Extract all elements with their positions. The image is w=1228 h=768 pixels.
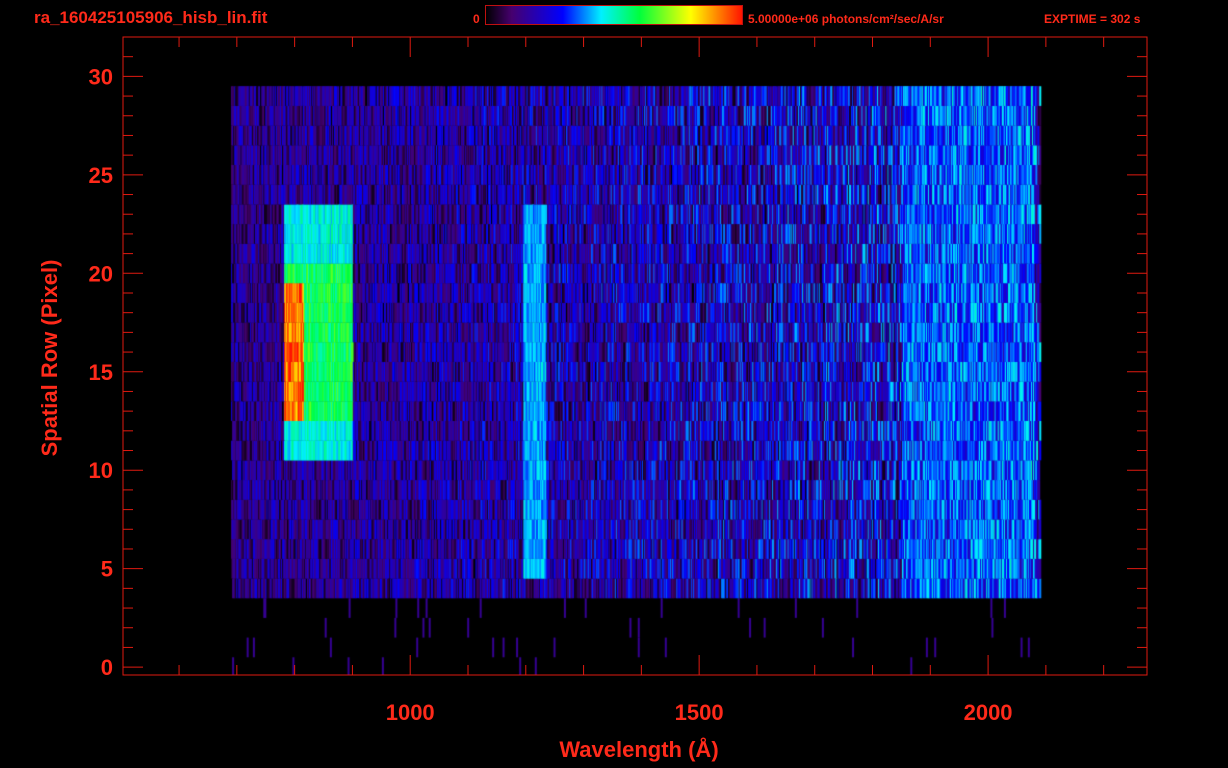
x-tick-label: 2000 [964, 700, 1013, 725]
exptime-label: EXPTIME = 302 s [1044, 12, 1141, 26]
y-tick-label: 15 [89, 360, 113, 385]
y-tick-label: 20 [89, 261, 113, 286]
chart-title: ra_160425105906_hisb_lin.fit [34, 8, 268, 27]
plot-frame [122, 36, 1148, 676]
x-tick-label: 1500 [675, 700, 724, 725]
colorbar [485, 5, 743, 25]
colorbar-max-label: 5.00000e+06 photons/cm²/sec/A/sr [748, 12, 944, 26]
y-tick-label: 10 [89, 458, 113, 483]
y-tick-label: 25 [89, 163, 113, 188]
y-tick-label: 30 [89, 64, 113, 89]
y-axis-label: Spatial Row (Pixel) [37, 259, 62, 457]
x-axis-label: Wavelength (Å) [559, 737, 719, 762]
y-tick-label: 5 [101, 557, 113, 582]
y-tick-label: 0 [101, 655, 113, 680]
colorbar-min-label: 0 [473, 12, 480, 26]
heatmap-image [123, 37, 1147, 675]
x-tick-label: 1000 [386, 700, 435, 725]
